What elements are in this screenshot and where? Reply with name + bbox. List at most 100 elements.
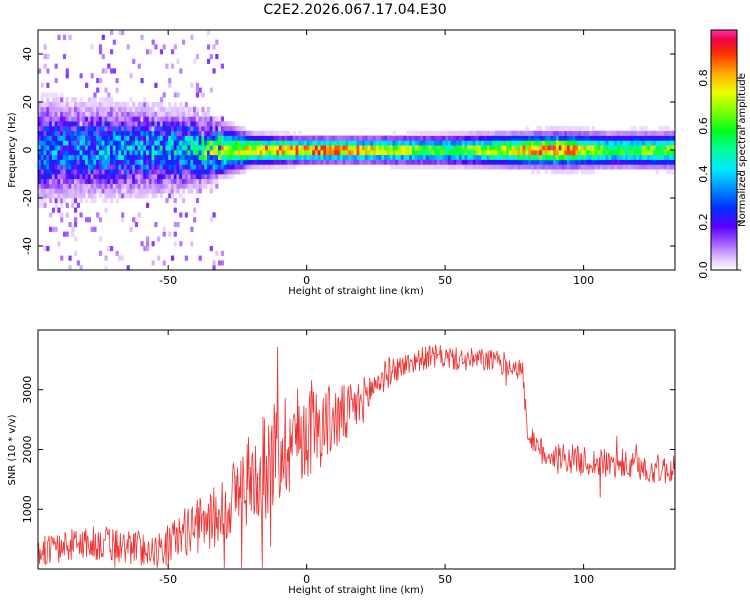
- heatmap-cell: [605, 154, 609, 160]
- heatmap-cell: [40, 140, 44, 146]
- heatmap-cell: [71, 178, 75, 184]
- heatmap-cell: [428, 154, 432, 160]
- heatmap-cell: [544, 130, 548, 136]
- heatmap-cell: [107, 97, 111, 103]
- heatmap-cell: [129, 97, 133, 103]
- heatmap-cell: [195, 130, 200, 136]
- snr-series-line: [37, 344, 676, 568]
- heatmap-cell: [121, 102, 125, 108]
- heatmap-cell: [98, 116, 103, 122]
- heatmap-cell: [589, 130, 593, 136]
- heatmap-cell: [140, 106, 144, 112]
- heatmap-cell: [54, 130, 58, 136]
- heatmap-cell: [229, 164, 233, 170]
- heatmap-cell: [57, 130, 61, 136]
- heatmap-cell: [251, 154, 255, 160]
- heatmap-cell: [104, 102, 108, 108]
- heatmap-cell: [46, 126, 50, 132]
- heatmap-cell: [342, 150, 346, 156]
- heatmap-cell: [594, 140, 598, 146]
- heatmap-cell: [218, 121, 222, 127]
- heatmap-cell: [633, 159, 637, 165]
- heatmap-cell: [51, 111, 56, 117]
- heatmap-cell: [564, 159, 568, 165]
- heatmap-cell: [500, 135, 504, 141]
- heatmap-cell: [652, 135, 657, 141]
- heatmap-cell: [65, 111, 69, 117]
- heatmap-cell: [198, 188, 202, 194]
- heatmap-cell: [303, 159, 308, 165]
- heatmap-cell: [157, 106, 161, 112]
- heatmap-cell: [647, 150, 651, 156]
- heatmap-cell: [159, 145, 164, 151]
- heatmap-cell: [123, 116, 128, 122]
- heatmap-cell: [68, 265, 72, 271]
- heatmap-cell: [123, 178, 128, 184]
- heatmap-cell: [464, 150, 468, 156]
- heatmap-cell: [481, 145, 485, 151]
- heatmap-cell: [182, 126, 186, 132]
- heatmap-cell: [229, 130, 233, 136]
- heatmap-cell: [123, 140, 128, 146]
- heatmap-cell: [223, 164, 227, 170]
- heatmap-cell: [148, 111, 152, 117]
- heatmap-cell: [71, 159, 75, 165]
- heatmap-cell: [600, 145, 604, 151]
- heatmap-cell: [190, 150, 194, 156]
- heatmap-cell: [118, 178, 122, 184]
- heatmap-cell: [82, 164, 86, 170]
- heatmap-cell: [328, 145, 332, 151]
- heatmap-cell: [54, 92, 58, 98]
- heatmap-cell: [115, 116, 119, 122]
- heatmap-cell: [137, 145, 141, 151]
- heatmap-cell: [602, 164, 607, 170]
- heatmap-cell: [54, 178, 58, 184]
- heatmap-cell: [583, 140, 587, 146]
- heatmap-cell: [112, 116, 116, 122]
- heatmap-cell: [132, 58, 136, 64]
- heatmap-cell: [359, 140, 363, 146]
- heatmap-cell: [40, 130, 44, 136]
- heatmap-cell: [650, 130, 654, 136]
- heatmap-cell: [96, 140, 100, 146]
- heatmap-cell: [602, 159, 607, 165]
- heatmap-cell: [218, 150, 222, 156]
- heatmap-cell: [121, 164, 125, 170]
- heatmap-cell: [43, 183, 47, 189]
- heatmap-cell: [281, 145, 285, 151]
- heatmap-cell: [616, 159, 621, 165]
- heatmap-cell: [118, 150, 122, 156]
- heatmap-cell: [104, 183, 108, 189]
- heatmap-cell: [123, 130, 128, 136]
- heatmap-cell: [669, 135, 673, 141]
- heatmap-cell: [481, 154, 485, 160]
- heatmap-cell: [458, 150, 463, 156]
- heatmap-cell: [65, 150, 69, 156]
- heatmap-cell: [558, 140, 562, 146]
- heatmap-cell: [93, 198, 97, 204]
- heatmap-cell: [162, 169, 166, 175]
- heatmap-cell: [530, 169, 535, 175]
- heatmap-cell: [126, 135, 130, 141]
- heatmap-cell: [96, 159, 100, 165]
- heatmap-cell: [143, 111, 147, 117]
- heatmap-cell: [245, 140, 249, 146]
- heatmap-cell: [170, 130, 175, 136]
- heatmap-cell: [157, 150, 161, 156]
- heatmap-cell: [198, 154, 202, 160]
- heatmap-cell: [411, 164, 416, 170]
- heatmap-cell: [608, 145, 612, 151]
- heatmap-cell: [547, 150, 551, 156]
- heatmap-cell: [87, 164, 92, 170]
- heatmap-cell: [104, 207, 108, 213]
- heatmap-cell: [245, 130, 249, 136]
- heatmap-cell: [71, 174, 75, 180]
- heatmap-cell: [85, 82, 89, 88]
- heatmap-cell: [572, 145, 576, 151]
- heatmap-cell: [121, 217, 125, 223]
- heatmap-cell: [107, 174, 111, 180]
- snr-plot-area: [38, 330, 675, 569]
- heatmap-cell: [530, 150, 535, 156]
- heatmap-cell: [345, 159, 349, 165]
- heatmap-cell: [198, 174, 202, 180]
